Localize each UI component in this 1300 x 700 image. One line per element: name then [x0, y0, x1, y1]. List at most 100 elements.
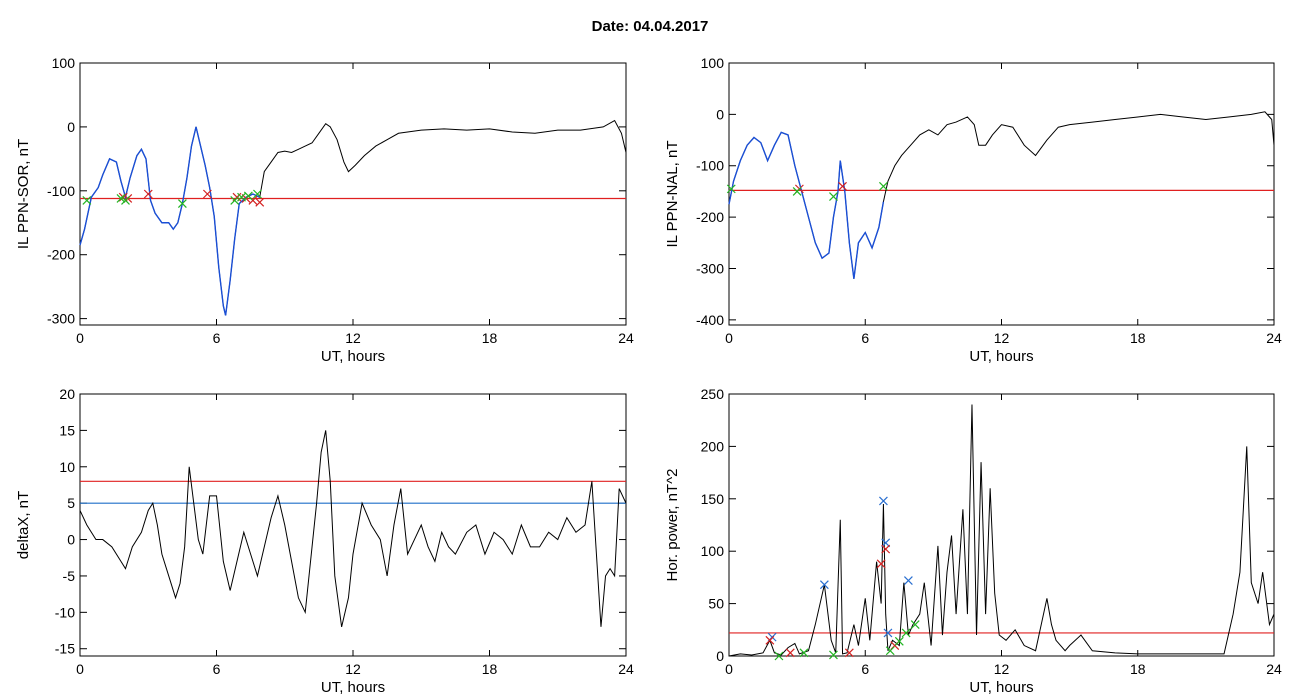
marker-stroke	[202, 189, 212, 199]
marker-stroke	[829, 192, 838, 201]
y-tick-label: -300	[696, 260, 724, 276]
marker-stroke	[838, 181, 847, 191]
marker-green	[121, 195, 130, 205]
marker-stroke	[116, 194, 126, 203]
marker-stroke	[726, 184, 736, 194]
marker-stroke	[785, 648, 795, 658]
marker-stroke	[901, 628, 911, 638]
y-tick-label: -5	[63, 568, 76, 584]
x-tick-label: 12	[994, 330, 1010, 346]
marker-stroke	[876, 559, 886, 569]
y-tick-label: 100	[701, 55, 725, 71]
x-axis-label: UT, hours	[969, 348, 1033, 365]
marker-stroke	[894, 636, 904, 646]
marker-green	[82, 195, 92, 205]
plot-frame	[79, 62, 627, 326]
series-line	[79, 430, 627, 628]
x-tick-label: 24	[1266, 330, 1282, 346]
marker-stroke	[765, 635, 775, 645]
marker-blue	[883, 628, 893, 638]
y-axis-label: IL PPN-SOR, nT	[15, 139, 32, 249]
y-tick-label: 150	[701, 491, 725, 507]
panel-bottom-right: 0 6 12 18 24 0 50 100 150 200 250 UT, hours Hor. pow…	[664, 386, 1282, 696]
x-tick-label: 12	[994, 661, 1010, 677]
series-line	[728, 404, 1275, 657]
marker-red	[255, 197, 265, 207]
x-tick-label: 24	[618, 330, 634, 346]
y-tick-label: 0	[67, 119, 75, 135]
x-tick-label: 12	[345, 330, 361, 346]
marker-green	[116, 194, 126, 203]
marker-red	[143, 189, 153, 199]
marker-stroke	[82, 195, 92, 205]
x-tick-label: 18	[482, 330, 498, 346]
marker-red	[202, 189, 212, 199]
y-tick-label: -300	[47, 311, 75, 327]
marker-green	[894, 636, 904, 646]
panel-top-right: 0 6 12 18 24 -400 -300 -200 -100 0 100 UT, hours IL …	[664, 55, 1282, 365]
marker-stroke	[881, 544, 891, 554]
marker-green	[726, 184, 736, 194]
y-tick-label: 0	[67, 532, 75, 548]
marker-green	[230, 195, 240, 205]
marker-green	[799, 648, 809, 658]
marker-green	[901, 628, 911, 638]
x-tick-label: 6	[213, 661, 221, 677]
marker-stroke	[243, 191, 253, 201]
y-tick-label: -400	[696, 312, 724, 328]
x-tick-label: 24	[1266, 661, 1282, 677]
y-tick-label: -15	[55, 641, 75, 657]
marker-red	[876, 559, 886, 569]
plot-frame	[728, 393, 1275, 657]
marker-stroke	[230, 195, 240, 205]
marker-stroke	[910, 620, 920, 629]
marker-stroke	[774, 651, 784, 661]
y-tick-label: 5	[67, 495, 75, 511]
marker-stroke	[799, 648, 809, 658]
x-axis-label: UT, hours	[969, 679, 1033, 696]
marker-stroke	[118, 192, 128, 202]
y-tick-label: 15	[59, 422, 75, 438]
event-segment	[79, 126, 261, 316]
marker-stroke	[829, 650, 838, 660]
marker-red	[765, 635, 775, 645]
marker-stroke	[883, 628, 893, 638]
marker-green	[829, 650, 838, 660]
marker-green	[237, 192, 246, 202]
marker-stroke	[878, 181, 888, 191]
marker-green	[885, 646, 895, 656]
x-tick-label: 0	[725, 661, 733, 677]
marker-green	[177, 199, 187, 209]
marker-green	[878, 181, 888, 191]
page-title: Date: 04.04.2017	[591, 18, 709, 35]
marker-stroke	[255, 197, 265, 207]
marker-red	[785, 648, 795, 658]
y-tick-label: -10	[55, 604, 75, 620]
marker-blue	[819, 580, 829, 590]
x-tick-label: 24	[618, 661, 634, 677]
marker-stroke	[792, 187, 802, 196]
marker-green	[829, 192, 838, 201]
panel-bottom-left: 0 6 12 18 24 -15 -10 -5 0 5 10 15 20 UT, hours deltaX,…	[15, 386, 634, 696]
event-segment	[728, 131, 885, 279]
marker-stroke	[253, 189, 262, 199]
marker-green	[774, 651, 784, 661]
plot-frame	[728, 62, 1275, 326]
series-line	[728, 111, 1275, 279]
x-tick-label: 6	[861, 330, 869, 346]
y-tick-label: 10	[59, 459, 75, 475]
y-tick-label: 20	[59, 386, 75, 402]
x-tick-label: 18	[1130, 330, 1146, 346]
x-tick-label: 12	[345, 661, 361, 677]
marker-red	[838, 181, 847, 191]
marker-blue	[878, 496, 888, 506]
y-tick-label: 100	[52, 55, 76, 71]
marker-green	[253, 189, 262, 199]
marker-stroke	[844, 648, 854, 658]
y-axis-label: IL PPN-NAL, nT	[664, 141, 681, 248]
marker-stroke	[885, 646, 895, 656]
plot-frame	[79, 393, 627, 657]
x-axis-label: UT, hours	[321, 348, 385, 365]
marker-stroke	[881, 538, 891, 548]
